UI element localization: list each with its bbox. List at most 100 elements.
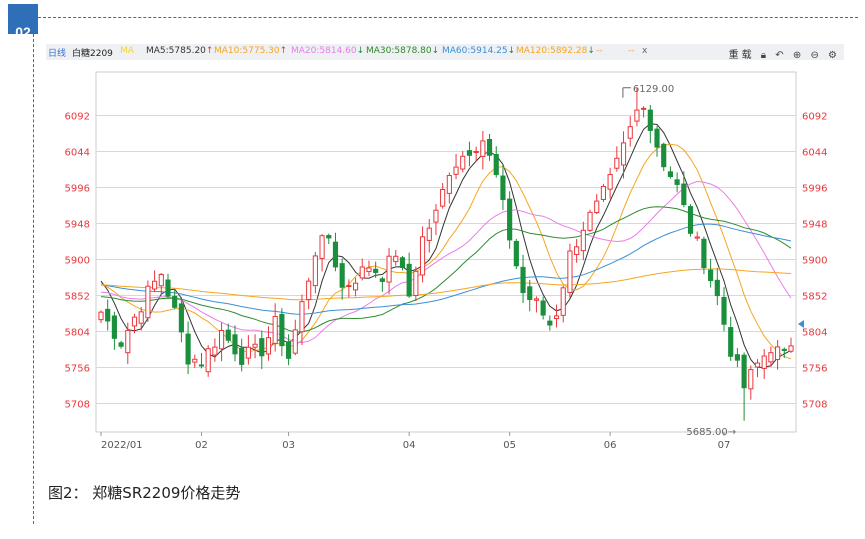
indicator-value: MA5:5785.20	[146, 46, 206, 56]
chart-toolbar: 日线 白糖2209 MA MA5:5785.20↑ MA10:5775.30↑ …	[46, 44, 844, 61]
candle-up	[205, 348, 211, 373]
ma120-indicator: MA120:5892.28↓	[516, 46, 595, 56]
candle-up	[426, 227, 432, 241]
candle-up	[192, 358, 198, 363]
candle-down	[399, 257, 406, 268]
zoom-in-icon[interactable]: ⊕	[792, 50, 805, 61]
candle-up	[366, 267, 372, 273]
y-tick-label-left: 5996	[65, 184, 90, 195]
arrow-down-icon: ↓	[507, 46, 516, 56]
candle-down	[674, 179, 680, 185]
candle-down	[701, 238, 707, 269]
y-tick-label-right: 6044	[802, 148, 827, 159]
extra-dashes: --	[596, 46, 603, 56]
candle-up	[641, 107, 647, 110]
candle-up	[272, 315, 278, 344]
candle-up	[600, 186, 607, 200]
candle-up	[567, 250, 573, 293]
candle-up	[212, 346, 218, 356]
close-icon[interactable]: x	[642, 46, 648, 56]
ma-line-ma5	[100, 123, 792, 368]
candle-up	[453, 166, 459, 175]
candlestick-chart: 6092 6092 6044 6044 5996 5996 5948 5948 5900 5900…	[65, 71, 827, 451]
y-tick-label-right: 5804	[802, 328, 827, 339]
candle-up	[319, 235, 325, 259]
ma-toggle[interactable]: MA	[120, 46, 134, 56]
arrow-down-icon: ↓	[431, 46, 440, 56]
candle-down	[172, 295, 178, 308]
candle-up	[607, 173, 613, 190]
candle-down	[547, 320, 553, 326]
candle-down	[734, 354, 740, 361]
candle-up	[219, 330, 225, 350]
plot-frame	[95, 71, 797, 433]
candle-down	[721, 297, 727, 325]
candle-up	[386, 255, 392, 283]
candle-up	[352, 282, 359, 291]
candle-down	[708, 269, 714, 282]
candle-up	[480, 140, 486, 157]
candle-down	[540, 300, 546, 316]
symbol-label: 白糖2209	[72, 49, 113, 59]
candle-up	[775, 346, 781, 360]
y-tick-label-right: 5756	[802, 364, 827, 375]
candle-up	[754, 362, 761, 368]
toolbar-actions: 重载 🔒︎ ↶ ⊕ ⊖ ⚙	[729, 46, 840, 61]
ma-line-ma30	[100, 206, 792, 333]
figure-caption: 图2： 郑糖SR2209价格走势	[48, 484, 241, 502]
x-tick-label: 04	[403, 440, 416, 451]
y-tick-label-left: 5708	[65, 400, 90, 411]
candle-down	[728, 327, 734, 357]
candle-up	[98, 311, 104, 321]
candle-up	[138, 311, 144, 324]
candle-up	[620, 142, 627, 166]
candle-down	[527, 286, 533, 301]
x-tick-label: 2022/01	[101, 440, 143, 451]
lock-icon[interactable]: 🔒︎	[760, 50, 770, 61]
undo-icon[interactable]: ↶	[775, 50, 787, 61]
price-marker-icon	[798, 320, 804, 328]
candle-up	[393, 255, 399, 263]
zoom-out-icon[interactable]: ⊖	[810, 50, 822, 61]
candle-up	[473, 150, 479, 153]
y-tick-label-right: 5852	[802, 292, 827, 303]
candle-up	[125, 330, 131, 354]
period-tab[interactable]: 日线	[48, 49, 67, 59]
candle-up	[553, 315, 560, 320]
candle-down	[105, 308, 111, 322]
candle-up	[419, 236, 426, 276]
ma-line-ma20	[100, 180, 792, 344]
top-divider	[38, 17, 858, 18]
indicator-value: MA60:5914.25	[442, 46, 508, 56]
candle-down	[379, 278, 385, 282]
candle-down	[185, 333, 191, 365]
y-tick-label-right: 5708	[802, 400, 827, 411]
candle-down	[285, 341, 292, 359]
ma30-indicator: MA30:5878.80↓	[366, 46, 439, 56]
settings-icon[interactable]: ⚙	[828, 50, 840, 61]
candle-down	[520, 266, 526, 294]
candle-down	[714, 279, 720, 297]
reset-button[interactable]: 重载	[728, 50, 755, 61]
candle-up	[694, 236, 700, 239]
candle-down	[647, 109, 653, 131]
x-tick-label: 07	[718, 440, 731, 451]
candle-down	[111, 315, 117, 339]
x-tick-label: 03	[282, 440, 295, 451]
x-tick-label: 02	[195, 440, 208, 451]
indicator-value: MA120:5892.28	[516, 46, 588, 56]
candle-down	[741, 354, 747, 389]
left-divider	[33, 34, 34, 524]
ma5-indicator: MA5:5785.20↑	[146, 46, 213, 56]
y-tick-label-left: 5852	[65, 292, 90, 303]
indicator-value: MA30:5878.80	[366, 46, 432, 56]
candle-down	[654, 128, 660, 148]
candle-up	[145, 285, 151, 319]
candle-down	[667, 171, 673, 178]
candle-down	[239, 347, 245, 365]
candle-up	[346, 285, 352, 288]
candle-down	[781, 348, 787, 351]
candle-up	[359, 266, 365, 279]
candle-up	[433, 209, 439, 223]
candle-up	[587, 211, 593, 231]
